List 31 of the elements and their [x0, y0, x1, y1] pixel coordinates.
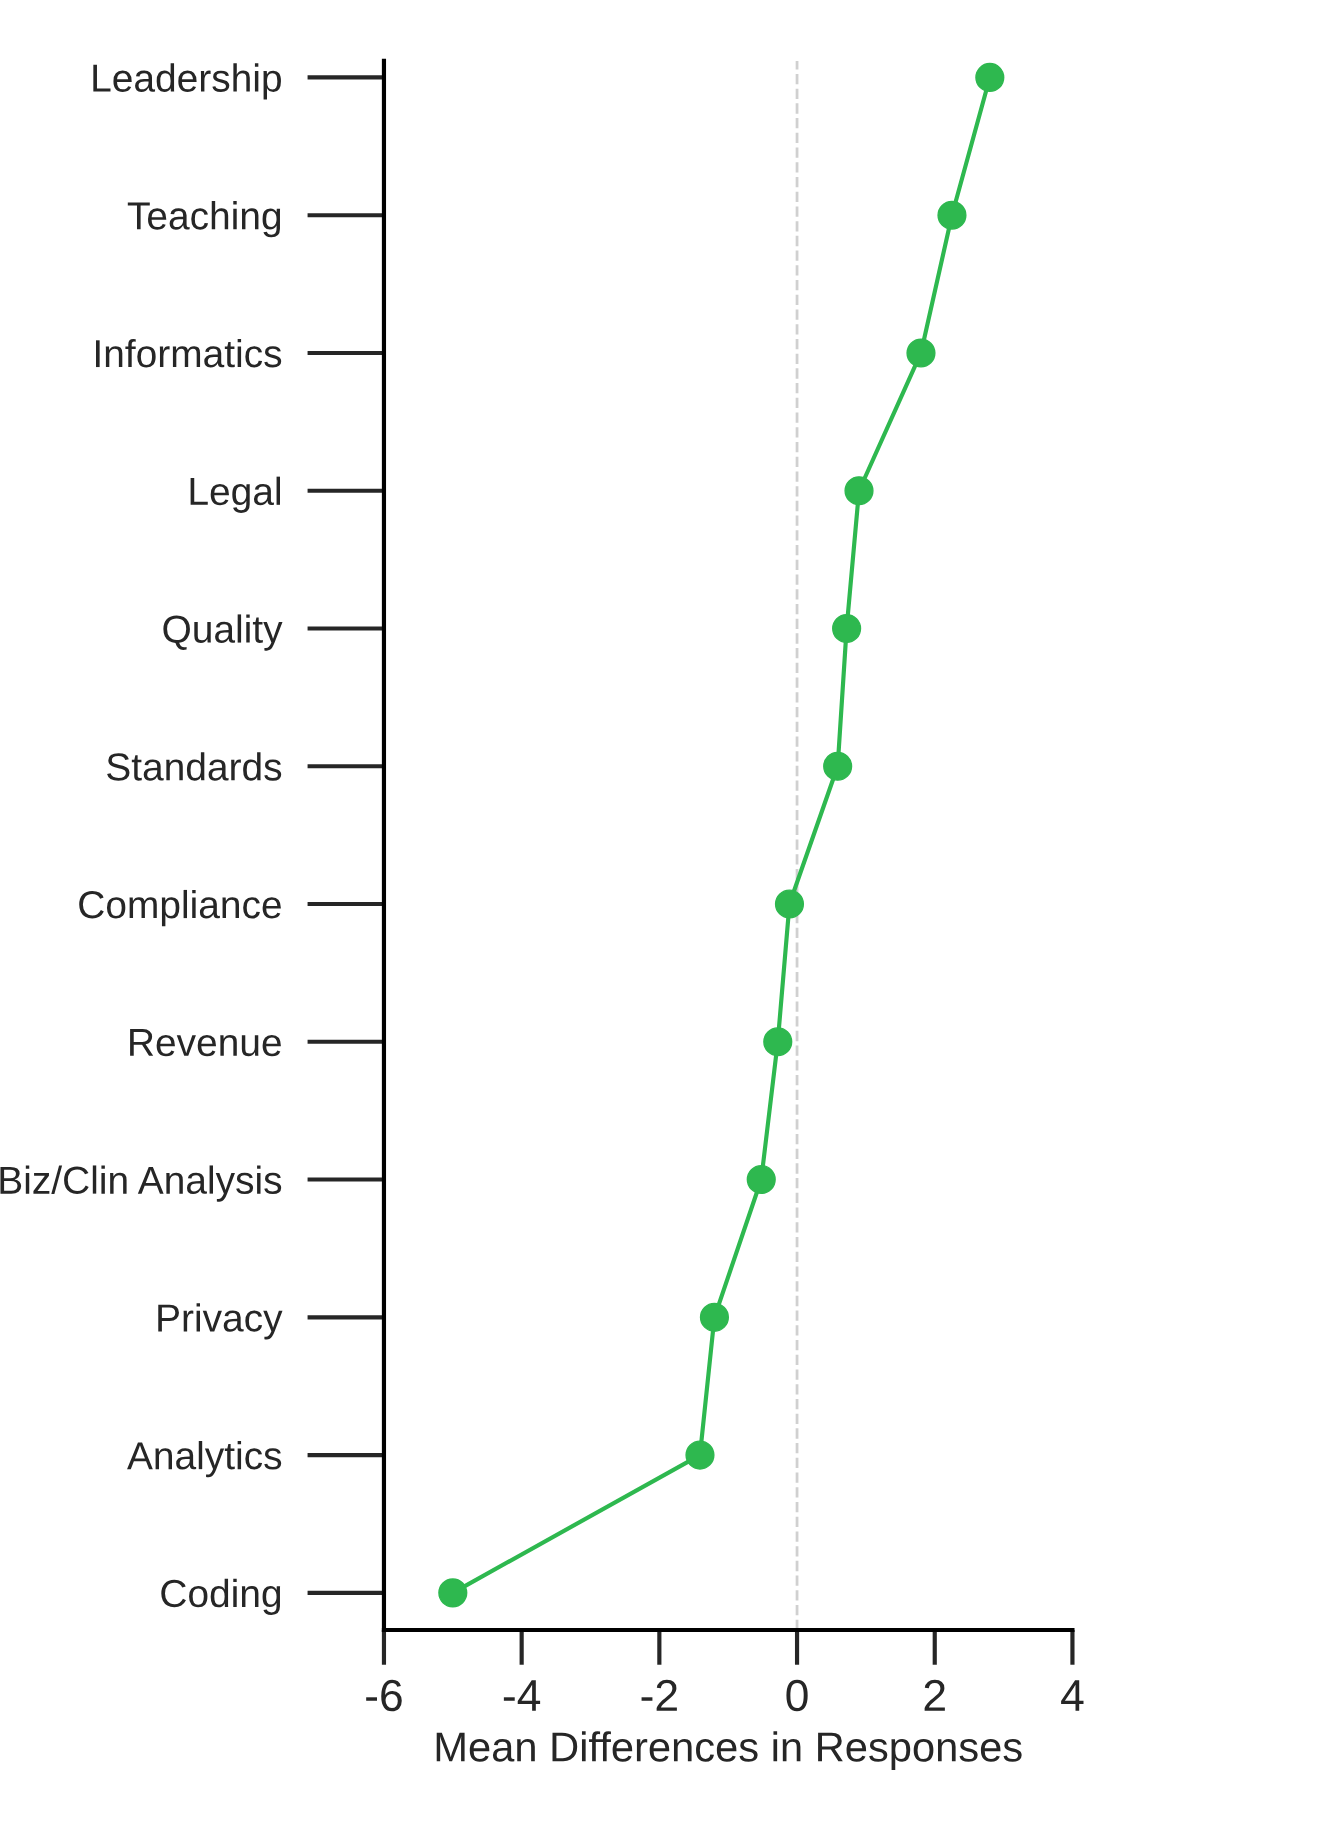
y-tick-label: Legal [190, 476, 280, 513]
y-tick-label: Informatics [96, 338, 282, 368]
y-tick-label: Leadership [93, 63, 281, 100]
x-tick-label: 2 [924, 1679, 945, 1711]
y-tick-label: Biz/Clin Analysis [0, 1165, 282, 1202]
y-tick-label: Teaching [127, 201, 281, 238]
y-tick-label: Analytics [127, 1440, 282, 1478]
y-tick-label: Revenue [130, 1029, 281, 1057]
point [699, 1302, 730, 1332]
point [746, 1164, 776, 1195]
point [774, 889, 805, 919]
x-tick-label: 0 [786, 1679, 808, 1712]
y-tick-label: Standards [107, 752, 282, 781]
point [906, 338, 936, 368]
point [823, 751, 853, 781]
y-tick-label: Compliance [79, 889, 281, 927]
point [937, 200, 967, 230]
point [763, 1027, 793, 1057]
x-tick-label: 4 [1061, 1680, 1084, 1711]
point [438, 1578, 468, 1608]
point [844, 476, 874, 506]
x-tick-label: -4 [503, 1680, 541, 1711]
x-axis-title: Mean Differences in Responses [436, 1731, 1022, 1771]
y-tick-label: Coding [161, 1578, 281, 1615]
y-tick-label: Privacy [158, 1303, 283, 1340]
y-tick-label: Quality [163, 614, 283, 651]
x-tick-label: -6 [366, 1679, 402, 1712]
point [832, 613, 862, 644]
point [685, 1440, 715, 1470]
x-tick-label: -2 [641, 1679, 677, 1711]
point [975, 62, 1005, 93]
